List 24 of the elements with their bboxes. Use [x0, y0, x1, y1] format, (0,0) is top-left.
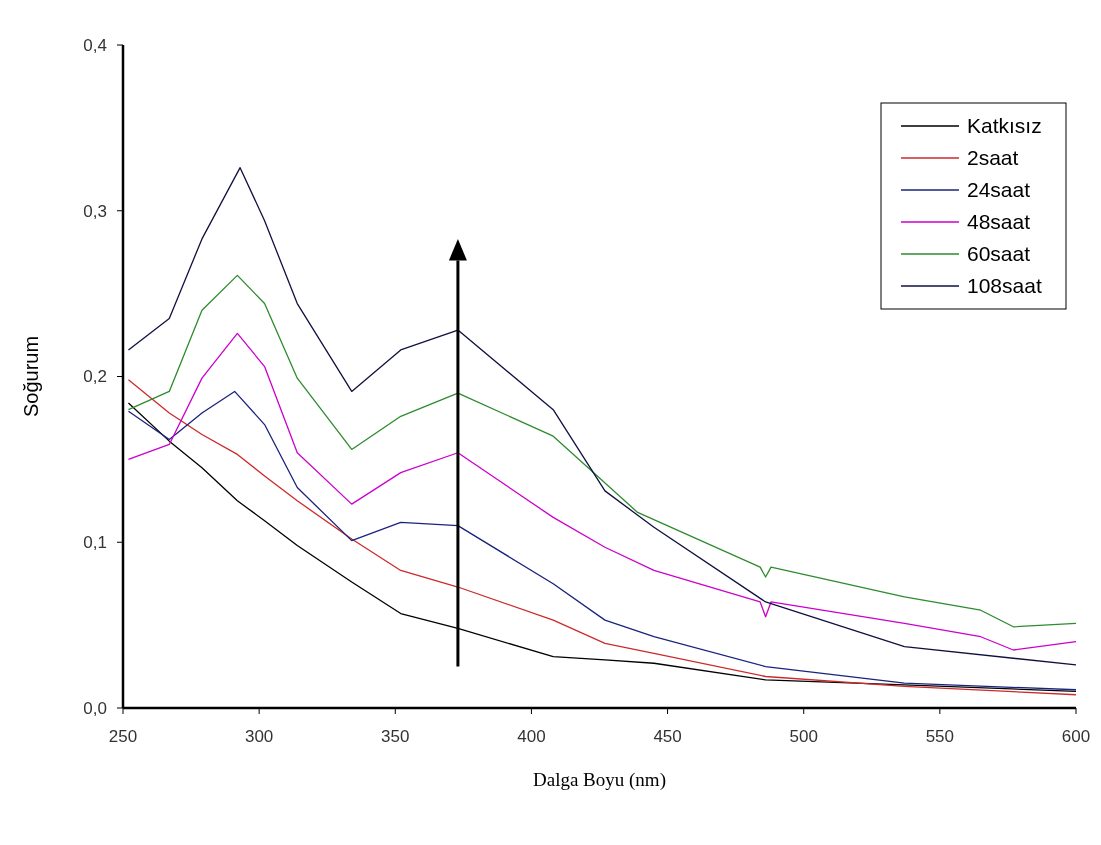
- line-series: [127, 332, 1077, 651]
- y-axis-title: Soğurum: [20, 335, 42, 418]
- x-tick-label: 550: [925, 727, 955, 746]
- x-tick-label: 450: [653, 727, 682, 746]
- legend-label: Katkısız: [967, 114, 1042, 138]
- legend-label: 24saat: [967, 178, 1031, 202]
- legend-label: 48saat: [967, 210, 1031, 234]
- x-tick-label: 250: [108, 727, 138, 746]
- x-tick-label: 600: [1061, 727, 1091, 746]
- line-series: [127, 274, 1077, 628]
- line-series: [127, 167, 1077, 666]
- x-tick-label: 400: [517, 727, 546, 746]
- x-axis-title: Dalga Boyu (nm): [533, 769, 666, 791]
- x-tick-label: 350: [381, 727, 410, 746]
- legend-label: 60saat: [967, 242, 1031, 266]
- legend-label: 2saat: [967, 146, 1019, 170]
- x-tick-label: 300: [244, 727, 274, 746]
- y-tick-label: 0,4: [83, 35, 107, 55]
- y-tick-label: 0,0: [83, 698, 107, 718]
- y-tick-label: 0,2: [83, 367, 107, 387]
- y-tick-label: 0,3: [83, 201, 107, 221]
- legend-label: 108saat: [967, 274, 1042, 298]
- y-tick-label: 0,1: [83, 533, 107, 553]
- x-tick-label: 500: [789, 727, 818, 746]
